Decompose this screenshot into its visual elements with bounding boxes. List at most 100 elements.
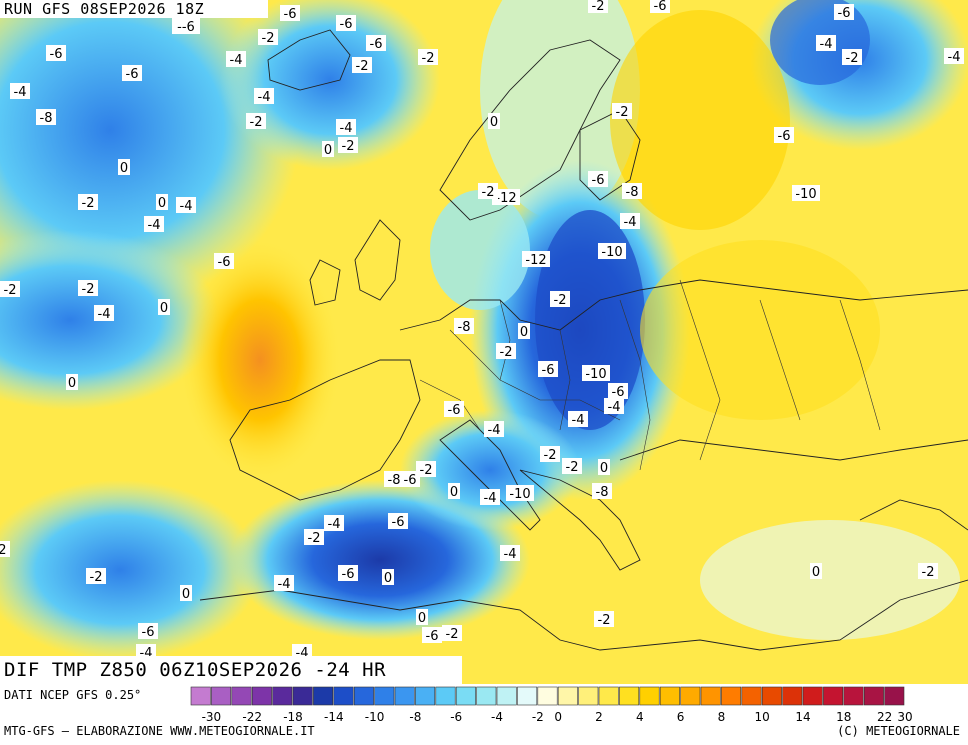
contour-label-bg xyxy=(176,197,196,213)
color-swatch xyxy=(802,686,823,706)
contour-label: -6 xyxy=(592,173,605,188)
contour-label: -6 xyxy=(448,403,461,418)
color-scale-tick-label: 30 xyxy=(897,710,913,724)
coastlines xyxy=(199,29,968,651)
warm-anomaly-areas xyxy=(180,10,880,480)
contour-label: -4 xyxy=(484,491,497,506)
color-scale-tick-label: -18 xyxy=(283,710,303,724)
contour-label-bg xyxy=(254,88,274,104)
contour-label-bg xyxy=(444,401,464,417)
contour-label-bg xyxy=(562,458,582,474)
contour-label: -4 xyxy=(258,90,271,105)
contour-label-bg xyxy=(594,611,614,627)
color-swatch xyxy=(190,686,211,706)
contour-label: -2 xyxy=(554,293,567,308)
contour-label: -4 xyxy=(488,423,501,438)
contour-label: -2 xyxy=(446,627,459,642)
contour-label-bg xyxy=(842,49,862,65)
contour-label: -2 xyxy=(308,531,321,546)
contour-label: -4 xyxy=(148,218,161,233)
color-scale-tick-label: 22 xyxy=(876,710,893,724)
contour-label-bg xyxy=(388,513,408,529)
contour-label: -2 xyxy=(82,196,95,211)
color-swatch xyxy=(517,686,538,706)
contour-label-bg xyxy=(620,213,640,229)
contour-label-bg xyxy=(598,243,626,259)
contour-label: -2 xyxy=(82,282,95,297)
contour-label-bg xyxy=(588,171,608,187)
contour-label-bg xyxy=(258,29,278,45)
contour-label: -6 xyxy=(654,0,667,14)
contour-label-bg xyxy=(608,383,628,399)
contour-label-bg xyxy=(382,569,394,585)
contour-label: -6 xyxy=(342,567,355,582)
contour-label-bg xyxy=(442,625,462,641)
contour-label: -6 xyxy=(340,17,353,32)
color-scale-tick-label: 4 xyxy=(635,710,644,724)
color-swatch xyxy=(782,686,803,706)
contour-label-bg xyxy=(138,623,158,639)
color-scale-tick-label: 14 xyxy=(795,710,811,724)
contour-label: 0 xyxy=(418,611,426,626)
contour-label-bg xyxy=(172,18,200,34)
contour-label: 0 xyxy=(158,196,166,211)
contour-label: -10 xyxy=(601,245,622,260)
contour-label-bg xyxy=(834,4,854,20)
contour-label-bg xyxy=(0,281,20,297)
color-scale-bar: -30 -22 -18 -14 -10 -8 -6 -4 -2 0 2 4 6 8 10 14 18 22 30 xyxy=(190,686,968,724)
contour-label: -4 xyxy=(278,577,291,592)
contour-label: 0 xyxy=(324,143,332,158)
contour-label: -6 xyxy=(370,37,383,52)
contour-label-bg xyxy=(582,365,610,381)
contour-label-bg xyxy=(944,48,964,64)
contour-label: -6 xyxy=(542,363,555,378)
contour-label: -2 xyxy=(356,59,369,74)
contour-label: -8 xyxy=(596,485,609,500)
contour-label: 0 xyxy=(490,115,498,130)
contour-label-bg xyxy=(650,0,670,13)
contour-label-bg xyxy=(774,127,794,143)
color-swatch xyxy=(741,686,762,706)
contour-label: -4 xyxy=(572,413,585,428)
contour-label-bg xyxy=(500,545,520,561)
color-swatch xyxy=(292,686,313,706)
color-swatch xyxy=(333,686,354,706)
color-swatch xyxy=(353,686,374,706)
color-scale-tick-label: -14 xyxy=(323,710,344,724)
contour-label-bg xyxy=(416,461,436,477)
contour-label-bg xyxy=(280,5,300,21)
contour-label-bg xyxy=(518,323,530,339)
contour-label-bg xyxy=(366,35,386,51)
contour-label: -4 xyxy=(14,85,27,100)
color-scale-tick-label: 18 xyxy=(836,710,852,724)
contour-label: -10 xyxy=(585,367,606,382)
contour-label: -4 xyxy=(820,37,833,52)
contour-label: -8 xyxy=(458,320,471,335)
contour-label-bg xyxy=(86,568,106,584)
contour-label: -4 xyxy=(608,400,621,415)
contour-label-bg xyxy=(480,489,500,505)
contour-label-bg xyxy=(792,185,820,201)
color-swatch xyxy=(639,686,660,706)
contour-label: -2 xyxy=(422,51,435,66)
contour-label: -4 xyxy=(340,121,353,136)
contour-label-bg xyxy=(336,15,356,31)
contour-label: 0 xyxy=(812,565,820,580)
color-scale-tick-label: -10 xyxy=(364,710,385,724)
color-swatch xyxy=(415,686,436,706)
contour-label: -4 xyxy=(624,215,637,230)
color-scale-tick-label: -22 xyxy=(242,710,262,724)
contour-label: -2 xyxy=(342,139,355,154)
contour-label: -10 xyxy=(509,487,530,502)
color-scale-tick-label: -6 xyxy=(450,710,463,724)
contour-label-bg xyxy=(568,411,588,427)
color-swatch xyxy=(557,686,578,706)
color-swatch xyxy=(251,686,272,706)
color-swatch xyxy=(721,686,742,706)
contour-label-bg xyxy=(484,421,504,437)
color-swatch xyxy=(884,686,905,706)
contour-label: -4 xyxy=(948,50,961,65)
contour-label-bg xyxy=(324,515,344,531)
contour-labels: -6--6 -6-2-6-6-4 -2-2-4-6-8-4-2-4-200-4-2 0… xyxy=(0,0,964,661)
contour-label: -2 xyxy=(90,570,103,585)
